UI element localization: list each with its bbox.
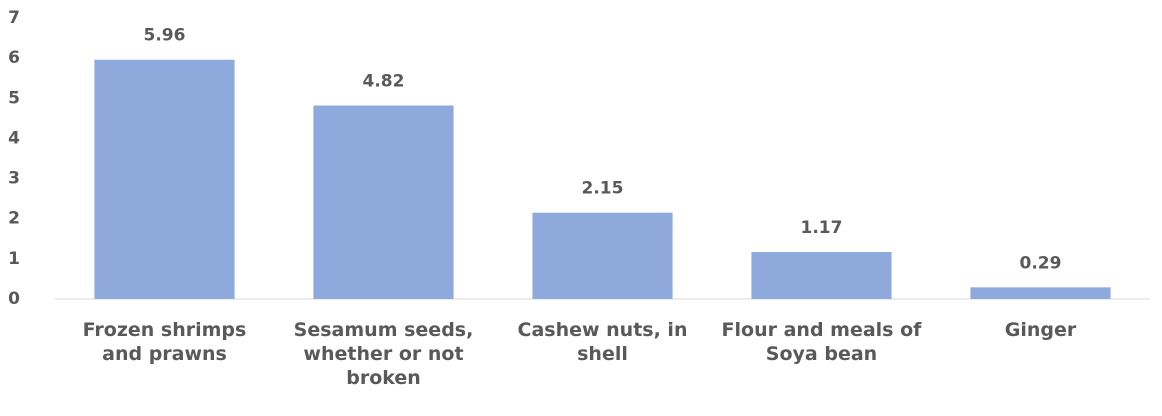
data-label: 2.15 [582,179,624,199]
bar [532,212,673,299]
data-label: 5.96 [144,26,186,46]
x-tick-label: Cashew nuts, in shell [517,319,688,365]
y-tick-label: 1 [8,249,20,269]
y-tick-label: 4 [8,128,20,148]
data-label: 0.29 [1020,253,1062,273]
y-tick-label: 2 [8,209,20,229]
y-tick-label: 6 [8,48,20,68]
x-tick-label: Frozen shrimps and prawns [82,319,247,365]
bar [751,252,892,299]
bar [94,59,235,300]
x-tick-label: Flour and meals of Soya bean [721,319,922,365]
bar [313,105,454,299]
y-tick-label: 3 [8,169,20,189]
data-label: 4.82 [363,72,405,92]
x-tick-label: Ginger [1004,319,1077,341]
y-tick-label: 7 [8,8,20,28]
data-label: 1.17 [801,218,843,238]
x-tick-label: Sesamum seeds, whether or not broken [293,319,474,389]
bar [970,287,1111,299]
y-tick-label: 5 [8,88,20,108]
y-tick-label: 0 [8,289,20,309]
